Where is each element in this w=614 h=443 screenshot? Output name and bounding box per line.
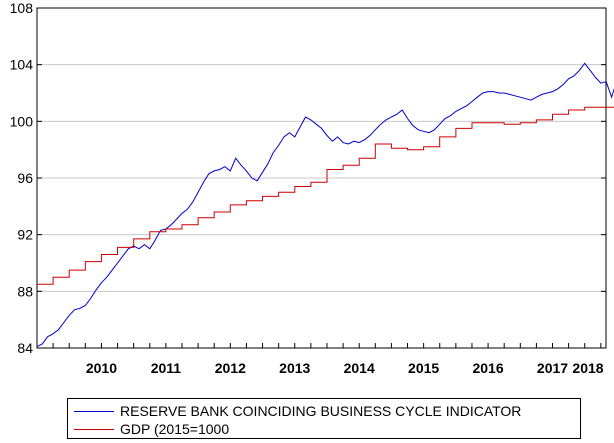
x-tick-label: 2015 — [408, 360, 439, 376]
x-tick-label: 2017 — [537, 360, 568, 376]
x-tick-label: 2013 — [279, 360, 310, 376]
y-tick-label: 108 — [10, 0, 34, 16]
y-tick-label: 100 — [10, 113, 34, 129]
legend: RESERVE BANK COINCIDING BUSINESS CYCLE I… — [67, 398, 581, 439]
y-tick-label: 92 — [17, 227, 33, 243]
y-tick-label: 104 — [10, 57, 34, 73]
x-axis: 2010 2011 2012 2013 2014 2015 2016 2017 2018 — [36, 343, 604, 376]
gridlines — [37, 64, 606, 292]
legend-item-indicator: RESERVE BANK COINCIDING BUSINESS CYCLE I… — [68, 402, 521, 420]
series-lines — [36, 62, 614, 348]
legend-swatch-gdp — [74, 428, 114, 430]
x-tick-label: 2012 — [215, 360, 246, 376]
y-tick-label: 88 — [17, 283, 33, 299]
x-tick-label: 2010 — [86, 360, 117, 376]
y-axis: 84 88 92 96 100 104 108 — [10, 0, 606, 356]
x-tick-label: 2014 — [344, 360, 375, 376]
legend-label-indicator: RESERVE BANK COINCIDING BUSINESS CYCLE I… — [120, 403, 522, 419]
x-tick-label: 2018 — [572, 360, 603, 376]
y-tick-label: 84 — [17, 340, 33, 356]
legend-label-gdp: GDP (2015=1000 — [120, 421, 230, 437]
legend-item-gdp: GDP (2015=1000 — [68, 420, 229, 438]
series-line-indicator — [36, 62, 614, 348]
legend-swatch-indicator — [74, 410, 114, 412]
y-tick-label: 96 — [17, 170, 33, 186]
x-tick-label: 2011 — [151, 360, 182, 376]
series-line-gdp — [37, 106, 614, 285]
x-tick-label: 2016 — [472, 360, 503, 376]
